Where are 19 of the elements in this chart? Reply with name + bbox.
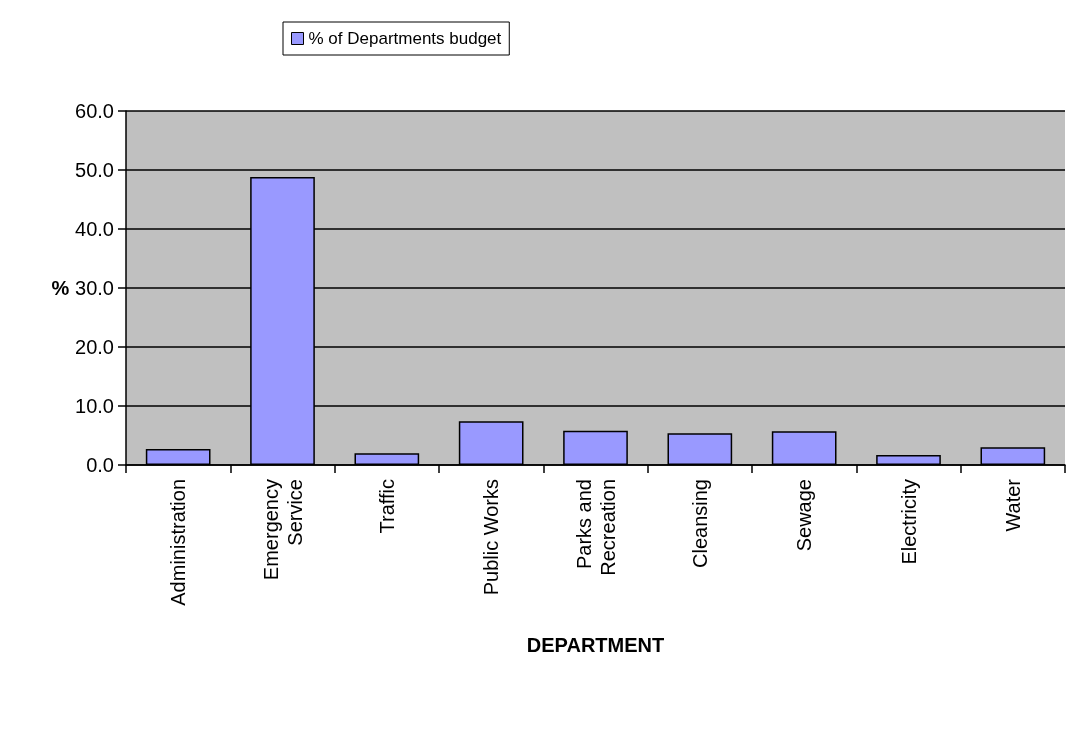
x-axis-title: DEPARTMENT <box>526 634 665 656</box>
y-tick-label: 20.0 <box>75 336 114 358</box>
x-tick-label: Cleansing <box>688 479 711 568</box>
y-tick-label: 10.0 <box>75 395 114 417</box>
x-tick-label: Water <box>1001 478 1024 532</box>
y-tick-label: 60.0 <box>75 100 114 122</box>
x-tick-label: Electricity <box>897 479 920 565</box>
y-tick-label: 30.0 <box>75 277 114 299</box>
x-tick-label: Public Works <box>480 479 503 596</box>
x-tick-label: Traffic <box>375 479 398 534</box>
legend-label: % of Departments budget <box>308 29 502 48</box>
x-tick-label: Emergency Service <box>259 479 306 581</box>
y-axis-title: % <box>51 277 70 299</box>
x-tick-label: Sewage <box>793 479 816 552</box>
y-tick-label: 0.0 <box>86 454 114 476</box>
y-tick-label: 40.0 <box>75 218 114 240</box>
x-tick-label: Parks and Recreation <box>572 479 619 576</box>
x-tick-label: Administration <box>167 479 190 606</box>
y-tick-label: 50.0 <box>75 159 114 181</box>
